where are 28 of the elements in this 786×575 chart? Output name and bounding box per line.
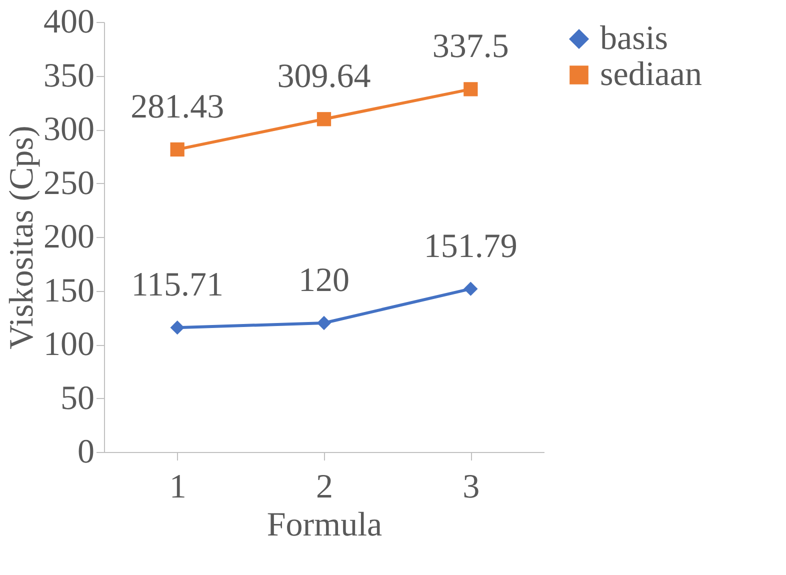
- point: [170, 320, 184, 335]
- y-tick-label: 50: [60, 380, 94, 417]
- data-label: 120: [298, 262, 350, 299]
- y-tick-label: 0: [78, 434, 94, 470]
- data-label: 151.79: [424, 228, 518, 265]
- y-tick-label: 150: [44, 272, 94, 310]
- y-axis-title: Viskositas (Cps): [4, 126, 40, 350]
- y-tick-label: 350: [44, 57, 94, 94]
- y-tick-label: 200: [44, 218, 94, 256]
- x-axis-title: Formula: [266, 506, 382, 544]
- point: [170, 142, 184, 157]
- legend-label: basis: [600, 20, 668, 57]
- data-label: 337.5: [432, 28, 509, 66]
- y-tick-label: 100: [44, 326, 94, 363]
- point: [316, 112, 332, 126]
- data-label: 115.71: [131, 266, 224, 304]
- y-tick-label: 400: [44, 4, 94, 40]
- x-tick-label: 3: [462, 468, 480, 506]
- legend-label: sediaan: [600, 56, 702, 93]
- x-tick-label: 1: [169, 468, 186, 506]
- point: [464, 82, 478, 96]
- data-label: 281.43: [130, 88, 224, 126]
- y-tick-label: 250: [44, 164, 94, 202]
- point: [316, 316, 332, 330]
- x-tick-label: 2: [316, 468, 333, 506]
- point: [464, 282, 478, 296]
- data-label: 309.64: [277, 58, 371, 96]
- y-tick-label: 300: [44, 111, 94, 148]
